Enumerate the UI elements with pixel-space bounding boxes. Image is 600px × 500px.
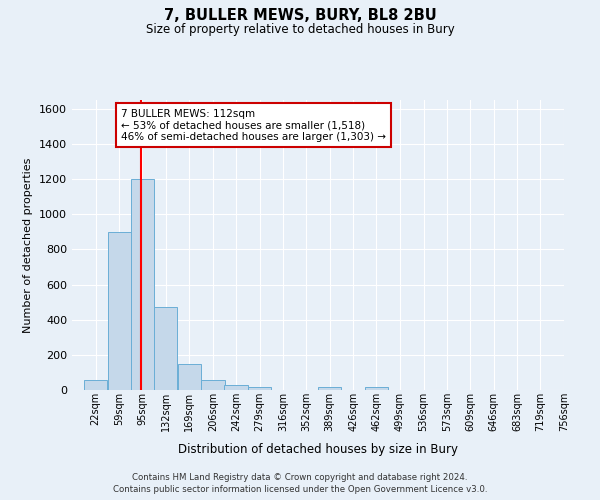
Text: Contains HM Land Registry data © Crown copyright and database right 2024.: Contains HM Land Registry data © Crown c… — [132, 472, 468, 482]
Bar — [178, 364, 201, 390]
Text: Distribution of detached houses by size in Bury: Distribution of detached houses by size … — [178, 442, 458, 456]
Bar — [248, 388, 271, 390]
Text: 7 BULLER MEWS: 112sqm
← 53% of detached houses are smaller (1,518)
46% of semi-d: 7 BULLER MEWS: 112sqm ← 53% of detached … — [121, 108, 386, 142]
Text: Size of property relative to detached houses in Bury: Size of property relative to detached ho… — [146, 22, 454, 36]
Bar — [365, 388, 388, 390]
Bar — [318, 388, 341, 390]
Y-axis label: Number of detached properties: Number of detached properties — [23, 158, 34, 332]
Bar — [84, 380, 107, 390]
Bar — [107, 232, 131, 390]
Text: Contains public sector information licensed under the Open Government Licence v3: Contains public sector information licen… — [113, 485, 487, 494]
Text: 7, BULLER MEWS, BURY, BL8 2BU: 7, BULLER MEWS, BURY, BL8 2BU — [164, 8, 436, 22]
Bar — [154, 308, 178, 390]
Bar — [202, 380, 224, 390]
Bar — [131, 179, 154, 390]
Bar — [224, 385, 248, 390]
